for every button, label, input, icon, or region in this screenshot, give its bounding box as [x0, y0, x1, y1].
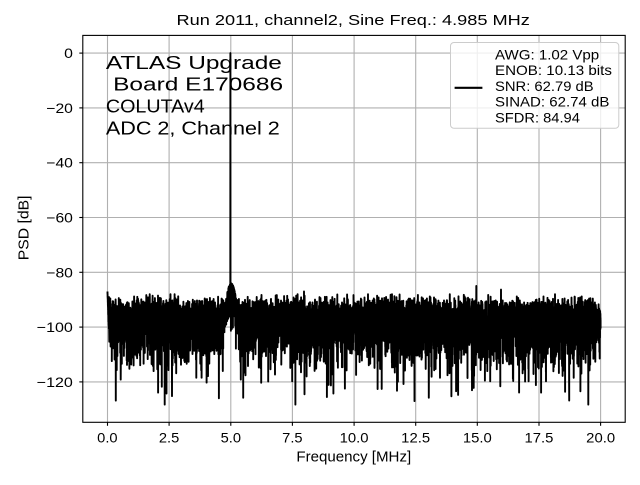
svg-text:SNR: 62.79 dB: SNR: 62.79 dB — [495, 78, 594, 94]
svg-text:PSD [dB]: PSD [dB] — [17, 195, 33, 260]
svg-text:AWG: 1.02 Vpp: AWG: 1.02 Vpp — [495, 46, 599, 62]
svg-text:20.0: 20.0 — [586, 429, 615, 445]
svg-text:Frequency [MHz]: Frequency [MHz] — [296, 449, 411, 465]
svg-text:SINAD: 62.74 dB: SINAD: 62.74 dB — [495, 94, 609, 110]
svg-text:0: 0 — [64, 45, 73, 61]
svg-text:COLUTAv4: COLUTAv4 — [106, 96, 205, 117]
svg-text:17.5: 17.5 — [525, 429, 554, 445]
svg-text:−80: −80 — [46, 264, 73, 280]
svg-text:ENOB: 10.13 bits: ENOB: 10.13 bits — [495, 62, 612, 78]
svg-text:10.0: 10.0 — [340, 429, 369, 445]
svg-text:−100: −100 — [37, 319, 73, 335]
svg-text:5.0: 5.0 — [221, 429, 242, 445]
svg-text:−60: −60 — [46, 210, 73, 226]
svg-text:0.0: 0.0 — [97, 429, 118, 445]
svg-text:−20: −20 — [46, 100, 73, 116]
svg-text:12.5: 12.5 — [401, 429, 430, 445]
svg-text:Run 2011, channel2, Sine Freq.: Run 2011, channel2, Sine Freq.: 4.985 MH… — [177, 12, 530, 29]
svg-text:SFDR: 84.94: SFDR: 84.94 — [495, 109, 580, 125]
svg-text:Board E170686: Board E170686 — [113, 74, 283, 95]
svg-text:−120: −120 — [37, 374, 73, 390]
svg-text:15.0: 15.0 — [463, 429, 492, 445]
svg-text:ADC 2, Channel 2: ADC 2, Channel 2 — [106, 118, 280, 139]
svg-text:7.5: 7.5 — [282, 429, 303, 445]
svg-text:ATLAS Upgrade: ATLAS Upgrade — [106, 52, 282, 73]
svg-text:2.5: 2.5 — [159, 429, 180, 445]
svg-text:−40: −40 — [46, 155, 73, 171]
